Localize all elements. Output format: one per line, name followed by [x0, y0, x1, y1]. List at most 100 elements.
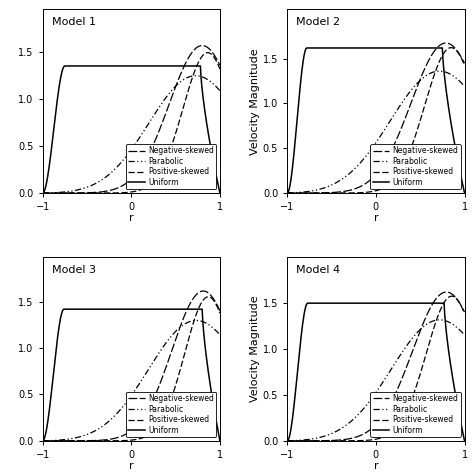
X-axis label: r: r	[129, 213, 134, 223]
Uniform	[145, 63, 150, 69]
Parabolic	[158, 101, 164, 107]
Parabolic	[40, 438, 46, 444]
Positive-skewed	[217, 310, 223, 316]
Positive-skewed	[389, 179, 394, 185]
Uniform	[403, 45, 409, 51]
Line: Positive-skewed: Positive-skewed	[43, 297, 220, 441]
Line: Uniform: Uniform	[43, 309, 220, 441]
Parabolic	[40, 190, 46, 196]
X-axis label: r: r	[374, 461, 378, 471]
Negative-skewed	[330, 190, 336, 195]
Positive-skewed	[418, 369, 424, 375]
Negative-skewed	[71, 190, 77, 196]
Uniform	[86, 63, 91, 69]
Positive-skewed	[144, 433, 150, 438]
Parabolic	[193, 318, 199, 323]
X-axis label: r: r	[129, 461, 134, 471]
Negative-skewed	[316, 190, 321, 196]
Line: Parabolic: Parabolic	[43, 320, 220, 441]
Legend: Negative-skewed, Parabolic, Positive-skewed, Uniform: Negative-skewed, Parabolic, Positive-ske…	[126, 144, 216, 189]
Line: Uniform: Uniform	[43, 66, 220, 193]
Parabolic	[120, 404, 126, 410]
Line: Negative-skewed: Negative-skewed	[287, 43, 465, 193]
Negative-skewed	[40, 438, 46, 444]
Parabolic	[462, 83, 467, 89]
Parabolic	[365, 151, 370, 157]
Parabolic	[144, 123, 150, 129]
Uniform	[365, 301, 371, 306]
Legend: Negative-skewed, Parabolic, Positive-skewed, Uniform: Negative-skewed, Parabolic, Positive-ske…	[370, 144, 461, 189]
Parabolic	[330, 430, 336, 436]
Text: Model 3: Model 3	[52, 264, 96, 274]
Parabolic	[173, 328, 179, 334]
Positive-skewed	[403, 158, 409, 164]
Positive-skewed	[365, 438, 370, 443]
Uniform	[120, 306, 126, 312]
Parabolic	[403, 344, 409, 350]
Uniform	[158, 63, 164, 69]
Uniform	[62, 63, 68, 69]
Parabolic	[158, 347, 164, 353]
Negative-skewed	[217, 308, 223, 314]
Parabolic	[71, 188, 77, 193]
Uniform	[120, 63, 126, 69]
Uniform	[284, 190, 290, 196]
Uniform	[330, 45, 336, 51]
Positive-skewed	[71, 190, 77, 196]
Positive-skewed	[330, 190, 336, 196]
Positive-skewed	[85, 190, 91, 196]
Positive-skewed	[206, 294, 211, 300]
Line: Negative-skewed: Negative-skewed	[43, 291, 220, 441]
Positive-skewed	[449, 293, 455, 299]
Uniform	[173, 306, 179, 312]
Parabolic	[217, 88, 223, 93]
Negative-skewed	[316, 438, 321, 444]
Uniform	[61, 306, 67, 312]
Negative-skewed	[71, 438, 77, 444]
Uniform	[40, 438, 46, 444]
Positive-skewed	[217, 66, 223, 72]
Parabolic	[85, 431, 91, 437]
Uniform	[145, 306, 150, 312]
Uniform	[304, 45, 310, 51]
Uniform	[284, 438, 290, 444]
Uniform	[418, 45, 424, 51]
Parabolic	[173, 83, 179, 89]
Uniform	[72, 63, 77, 69]
Parabolic	[316, 435, 321, 440]
Line: Parabolic: Parabolic	[43, 76, 220, 193]
Uniform	[217, 438, 223, 444]
X-axis label: r: r	[374, 213, 378, 223]
Positive-skewed	[173, 381, 179, 387]
Negative-skewed	[144, 155, 150, 160]
Line: Positive-skewed: Positive-skewed	[287, 48, 465, 193]
Parabolic	[462, 332, 467, 338]
Parabolic	[403, 95, 409, 100]
Y-axis label: Velocity Magnitude: Velocity Magnitude	[250, 296, 260, 402]
Parabolic	[437, 68, 442, 74]
Negative-skewed	[389, 147, 394, 153]
Uniform	[403, 301, 409, 306]
Positive-skewed	[448, 45, 454, 51]
Negative-skewed	[462, 60, 467, 66]
Line: Positive-skewed: Positive-skewed	[287, 296, 465, 441]
Uniform	[217, 190, 223, 196]
Uniform	[40, 190, 46, 196]
Line: Uniform: Uniform	[287, 303, 465, 441]
Negative-skewed	[40, 190, 46, 196]
Uniform	[305, 301, 310, 306]
Uniform	[330, 301, 336, 306]
Positive-skewed	[158, 167, 164, 173]
Uniform	[158, 306, 164, 312]
Legend: Negative-skewed, Parabolic, Positive-skewed, Uniform: Negative-skewed, Parabolic, Positive-ske…	[370, 392, 461, 437]
Positive-skewed	[284, 190, 290, 196]
Parabolic	[85, 184, 91, 190]
Text: Model 2: Model 2	[296, 17, 340, 27]
Positive-skewed	[462, 310, 467, 316]
Positive-skewed	[120, 190, 126, 196]
Line: Parabolic: Parabolic	[287, 320, 465, 441]
Positive-skewed	[284, 438, 290, 444]
Negative-skewed	[158, 378, 164, 384]
Positive-skewed	[144, 183, 150, 189]
Parabolic	[418, 77, 424, 82]
